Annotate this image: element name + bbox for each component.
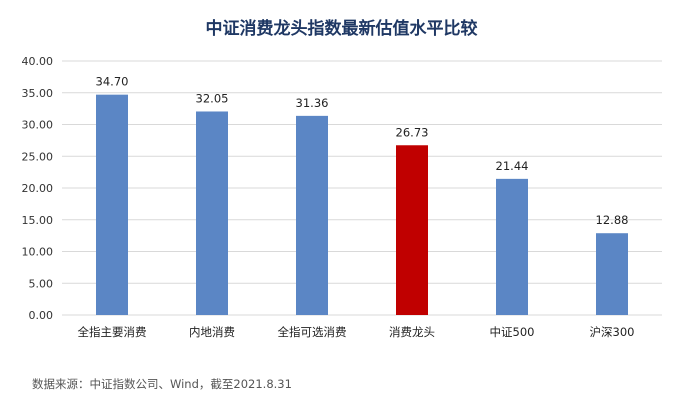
y-tick-label: 30.00 [22,119,54,132]
y-tick-label: 5.00 [29,277,54,290]
x-category-label: 全指可选消费 [278,325,347,339]
data-label: 12.88 [596,213,629,227]
data-label: 34.70 [96,75,129,89]
chart-title: 中证消费龙头指数最新估值水平比较 [205,19,478,39]
source-note: 数据来源：中证指数公司、Wind，截至2021.8.31 [32,377,292,391]
data-label: 32.05 [196,91,229,105]
bar [596,233,628,315]
y-tick-label: 10.00 [22,246,54,259]
x-category-label: 消费龙头 [389,325,435,339]
x-category-label: 内地消费 [189,325,235,339]
bar [96,94,128,315]
y-tick-label: 20.00 [22,182,54,195]
bar [396,145,428,315]
data-label: 26.73 [396,125,429,139]
y-tick-label: 0.00 [29,309,54,322]
y-tick-label: 15.00 [22,214,54,227]
bar [296,115,328,315]
data-label: 31.36 [296,96,329,110]
x-category-label: 全指主要消费 [78,325,147,339]
y-tick-label: 40.00 [22,55,54,68]
y-tick-label: 25.00 [22,150,54,163]
y-tick-label: 35.00 [22,87,54,100]
bar [496,178,528,315]
bar [196,111,228,315]
x-category-label: 中证500 [490,325,535,339]
x-category-label: 沪深300 [590,325,635,339]
data-label: 21.44 [496,159,529,173]
